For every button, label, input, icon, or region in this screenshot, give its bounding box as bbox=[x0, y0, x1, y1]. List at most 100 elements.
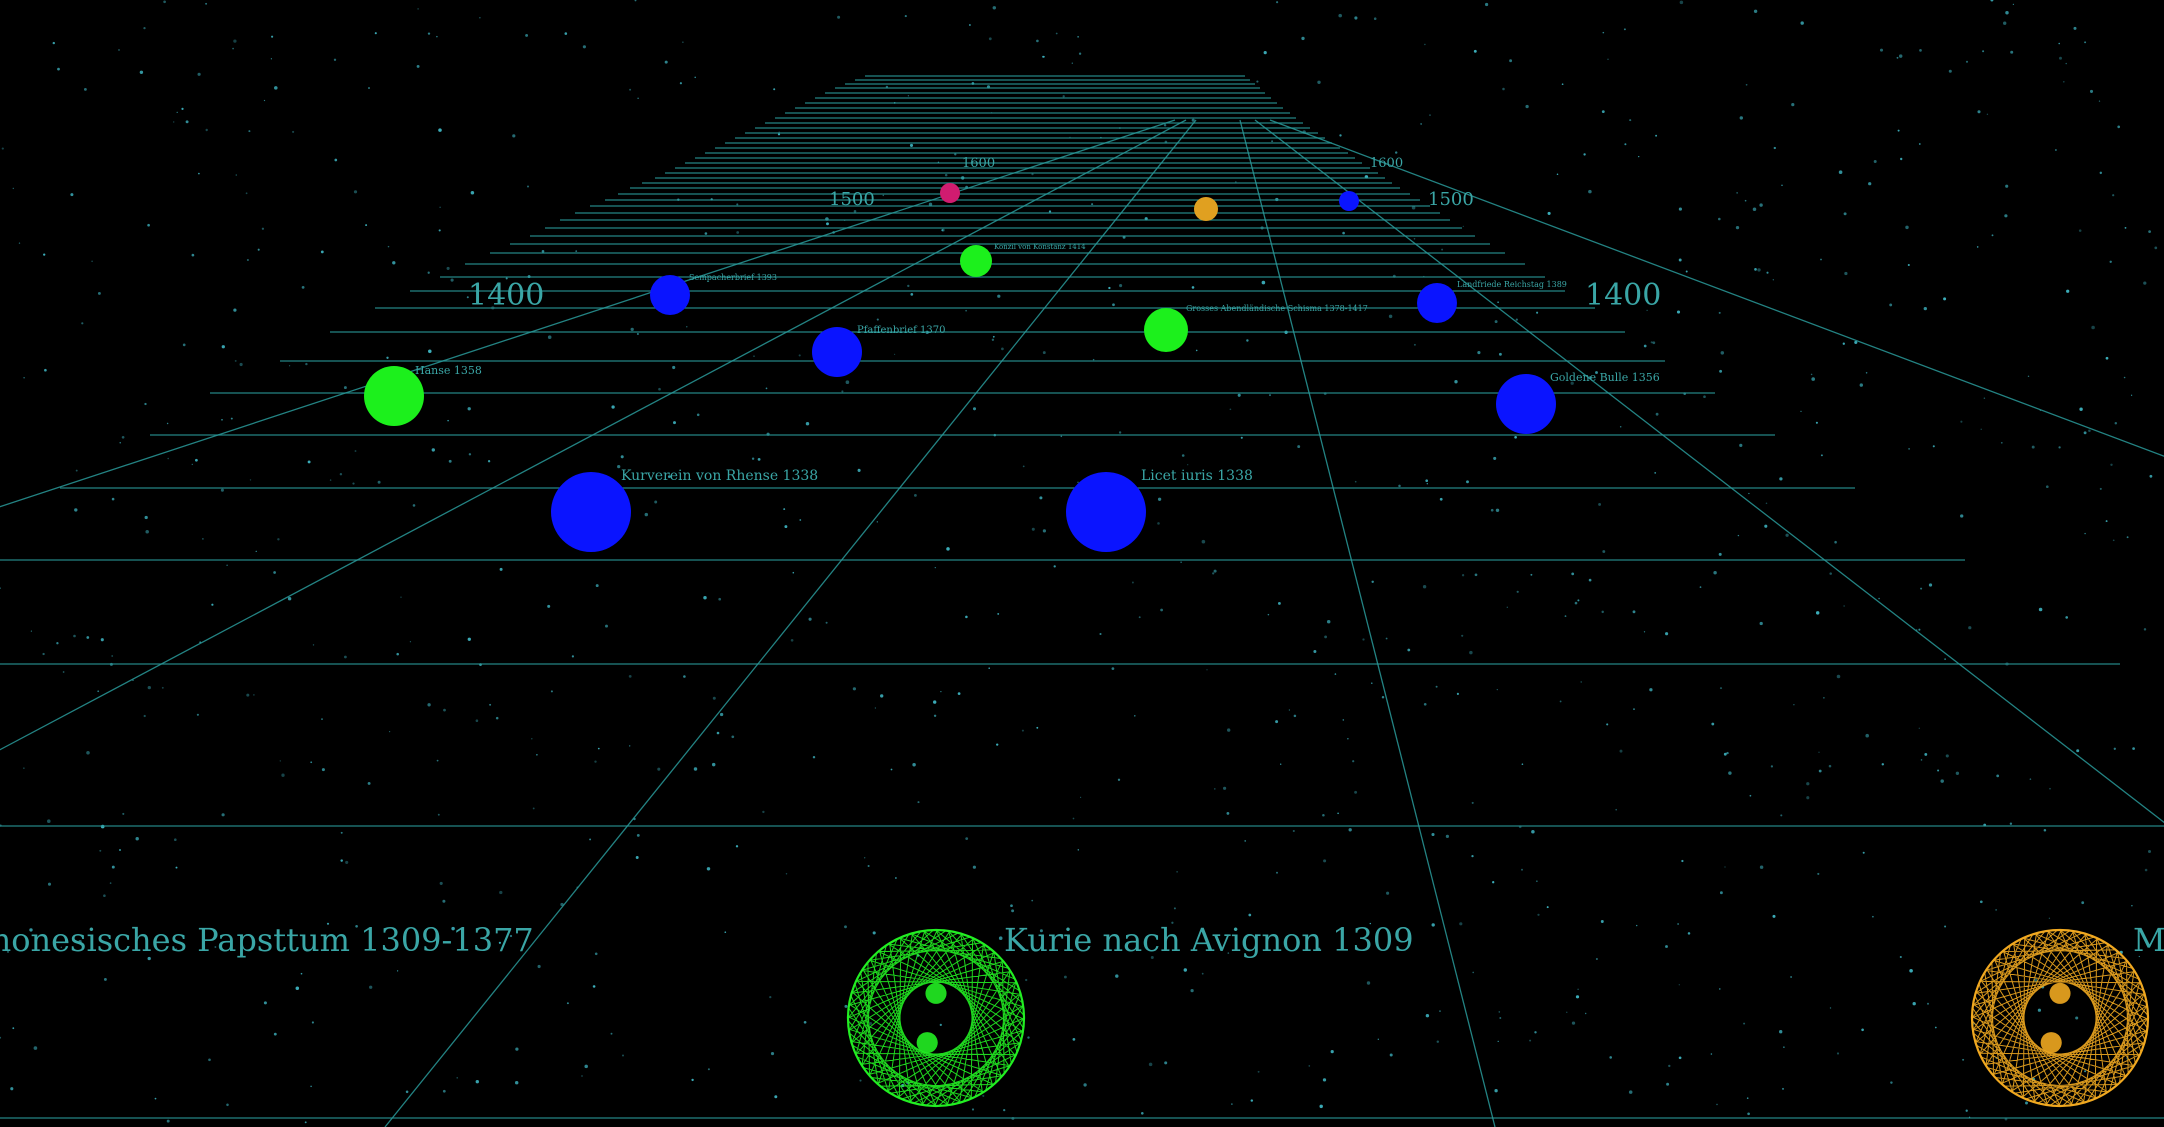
star bbox=[946, 547, 950, 551]
star bbox=[581, 1075, 583, 1077]
star bbox=[1800, 410, 1802, 413]
star bbox=[2027, 375, 2030, 378]
star bbox=[91, 260, 93, 263]
star bbox=[1716, 1103, 1718, 1106]
event-sphere-major[interactable]: Avignonesisches Papsttum 1309-1377 bbox=[0, 921, 534, 1106]
star bbox=[1536, 311, 1539, 314]
event-sphere[interactable]: Licet iuris 1338 bbox=[1066, 468, 1253, 552]
star bbox=[694, 76, 696, 79]
star bbox=[321, 718, 323, 720]
star bbox=[992, 335, 995, 338]
event-sphere[interactable]: Hanse 1358 bbox=[364, 364, 482, 426]
star bbox=[1818, 769, 1822, 773]
star bbox=[470, 190, 475, 195]
star bbox=[442, 1089, 446, 1093]
event-label: Landfriede Reichstag 1389 bbox=[1457, 280, 1567, 289]
star bbox=[1530, 573, 1533, 576]
star bbox=[2000, 441, 2003, 444]
star bbox=[1352, 760, 1355, 763]
star bbox=[1719, 369, 1723, 373]
star bbox=[1602, 550, 1606, 553]
star bbox=[998, 936, 1003, 940]
star bbox=[707, 1068, 710, 1071]
event-sphere[interactable]: Goldene Bulle 1356 bbox=[1496, 371, 1660, 434]
star bbox=[1564, 615, 1567, 617]
star bbox=[1077, 36, 1079, 38]
star bbox=[547, 604, 551, 608]
star bbox=[226, 1103, 229, 1107]
star bbox=[2117, 125, 2121, 129]
star bbox=[1878, 597, 1880, 600]
star bbox=[2105, 520, 2108, 523]
event-sphere[interactable] bbox=[1194, 197, 1218, 221]
star bbox=[1091, 203, 1094, 206]
event-sphere[interactable]: Sempacherbrief 1393 bbox=[650, 273, 777, 315]
star bbox=[1477, 351, 1481, 355]
star bbox=[1001, 347, 1004, 351]
star bbox=[1022, 465, 1025, 468]
star bbox=[1907, 263, 1910, 267]
event-sphere[interactable]: Landfriede Reichstag 1389 bbox=[1417, 280, 1567, 323]
star bbox=[1195, 349, 1198, 352]
star bbox=[2143, 281, 2147, 285]
star bbox=[1441, 248, 1444, 251]
star bbox=[635, 856, 639, 859]
star bbox=[436, 35, 438, 38]
star bbox=[2025, 1101, 2028, 1105]
star bbox=[1865, 372, 1868, 374]
star bbox=[1498, 352, 1502, 356]
star bbox=[712, 696, 716, 700]
star bbox=[2058, 42, 2060, 45]
star bbox=[1859, 383, 1863, 387]
star bbox=[1678, 258, 1682, 262]
star bbox=[1060, 435, 1063, 438]
star bbox=[1665, 945, 1668, 948]
star bbox=[2003, 21, 2007, 25]
star bbox=[2089, 89, 2094, 93]
event-sphere[interactable]: Kurverein von Rhense 1338 bbox=[551, 468, 818, 552]
star bbox=[417, 8, 419, 10]
event-sphere[interactable]: Konzil von Konstanz 1414 bbox=[960, 243, 1086, 277]
event-spheres[interactable]: Kurverein von Rhense 1338 Licet iuris 133… bbox=[0, 183, 2164, 1108]
star bbox=[447, 419, 449, 422]
star bbox=[1521, 868, 1523, 871]
star bbox=[2005, 11, 2009, 15]
star bbox=[154, 1097, 157, 1100]
star bbox=[2110, 463, 2113, 466]
star bbox=[185, 120, 189, 124]
event-sphere[interactable] bbox=[940, 183, 960, 203]
star bbox=[1229, 408, 1232, 411]
event-sphere-major[interactable]: Ma bbox=[1970, 921, 2164, 1108]
star bbox=[803, 1020, 807, 1024]
star bbox=[844, 925, 847, 929]
star bbox=[1759, 203, 1763, 207]
star bbox=[933, 714, 937, 717]
star bbox=[512, 134, 516, 138]
event-label: Goldene Bulle 1356 bbox=[1550, 371, 1660, 384]
event-sphere[interactable]: Pfaffenbrief 1370 bbox=[812, 325, 945, 377]
star bbox=[1746, 1097, 1749, 1099]
star bbox=[103, 977, 107, 981]
star bbox=[1371, 580, 1374, 584]
event-sphere[interactable]: Grosses Abendländische Schisma 1378-1417 bbox=[1144, 304, 1368, 352]
star bbox=[1646, 309, 1648, 312]
star bbox=[412, 504, 416, 507]
star bbox=[1324, 635, 1327, 639]
star bbox=[2065, 62, 2067, 65]
star bbox=[1386, 891, 1390, 895]
star bbox=[1583, 153, 1586, 156]
star bbox=[321, 768, 325, 772]
star bbox=[1556, 173, 1559, 175]
star bbox=[2131, 904, 2133, 907]
star bbox=[2130, 394, 2133, 396]
star bbox=[1757, 268, 1761, 272]
star bbox=[1770, 765, 1774, 768]
star bbox=[1111, 667, 1115, 670]
star bbox=[1815, 611, 1820, 615]
star bbox=[1516, 590, 1519, 593]
star bbox=[703, 595, 707, 600]
event-sphere[interactable] bbox=[1339, 191, 1359, 211]
star bbox=[1042, 55, 1045, 58]
event-sphere-major[interactable]: Kurie nach Avignon 1309 bbox=[846, 921, 1414, 1108]
